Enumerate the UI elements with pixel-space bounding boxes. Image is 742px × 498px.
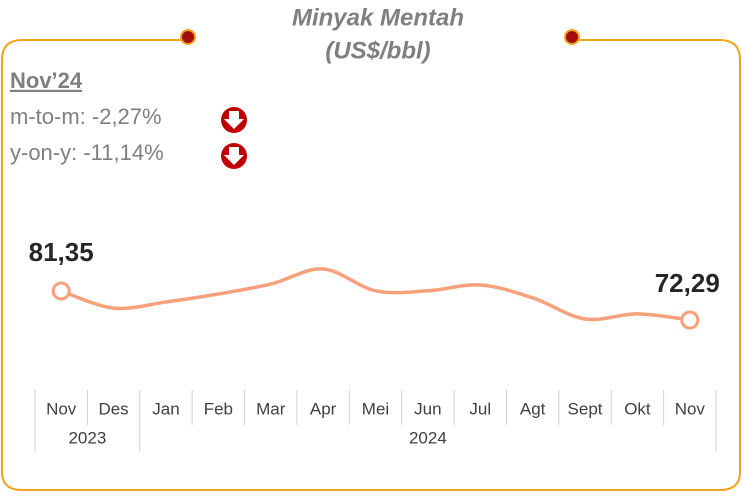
- x-tick-label: Jul: [469, 399, 491, 418]
- period: Nov’24: [10, 68, 83, 93]
- point: [680, 310, 700, 330]
- frame: [1, 39, 741, 491]
- x-tick-label: Okt: [624, 399, 651, 418]
- x-tick-label: Feb: [204, 399, 233, 418]
- year-label: 2023: [68, 428, 106, 447]
- year-label: 2024: [409, 428, 447, 447]
- data-label: 72,29: [655, 268, 720, 298]
- x-tick-label: Jun: [414, 399, 441, 418]
- data-label: 81,35: [29, 237, 94, 267]
- chart-subtitle: (US$/bbl): [325, 37, 430, 64]
- change-line: y-on-y: -11,14%: [10, 140, 164, 165]
- down-icon: [221, 143, 247, 169]
- frame-dot: [564, 29, 580, 45]
- x-tick-label: Des: [98, 399, 128, 418]
- x-tick-label: Mei: [362, 399, 389, 418]
- change-line: m-to-m: -2,27%: [10, 104, 162, 129]
- chart-title: Minyak Mentah: [292, 4, 464, 31]
- x-tick-label: Apr: [310, 399, 337, 418]
- x-tick-label: Mar: [256, 399, 286, 418]
- point: [51, 281, 71, 301]
- x-tick-label: Nov: [675, 399, 706, 418]
- down-icon: [221, 107, 247, 133]
- x-tick-label: Nov: [46, 399, 77, 418]
- x-tick-label: Sept: [568, 399, 603, 418]
- x-tick-label: Jan: [152, 399, 179, 418]
- frame-dot: [180, 29, 196, 45]
- x-tick-label: Agt: [520, 399, 546, 418]
- line: [60, 267, 691, 322]
